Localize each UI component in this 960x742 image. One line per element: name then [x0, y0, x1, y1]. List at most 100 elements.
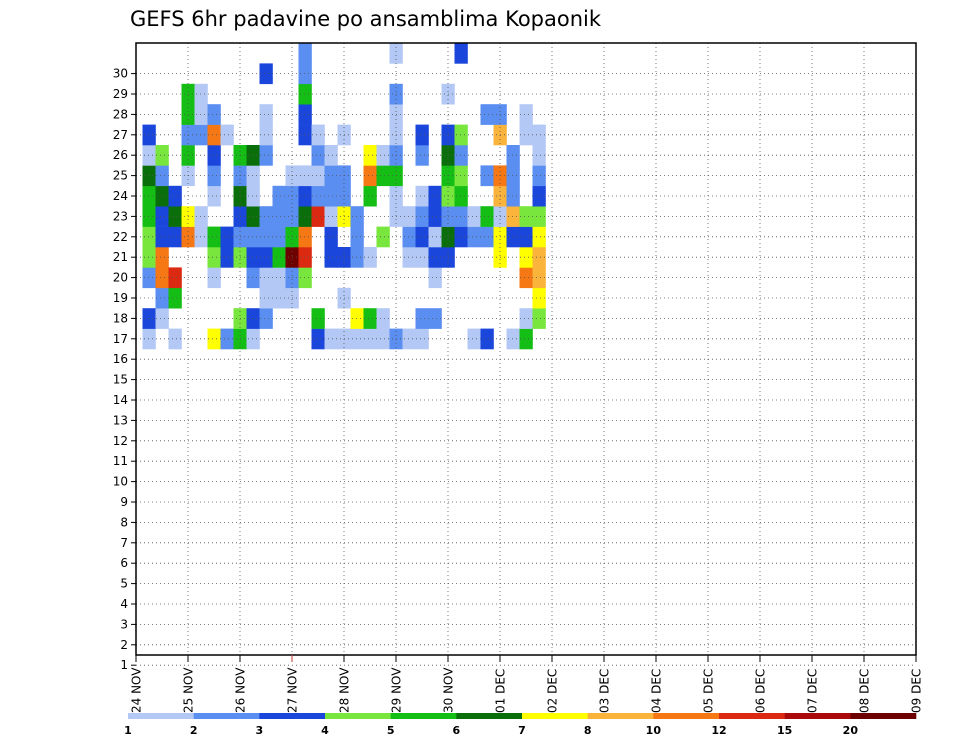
precip-cell — [298, 104, 312, 125]
precip-cell — [363, 308, 377, 329]
y-tick-label: 24 — [113, 189, 128, 203]
precip-cell — [246, 308, 260, 329]
precip-cell — [155, 165, 169, 187]
chart-title: GEFS 6hr padavine po ansamblima Kopaonik — [130, 7, 602, 31]
precip-cell — [142, 165, 156, 187]
precip-cell — [428, 226, 442, 248]
y-tick-label: 10 — [113, 475, 128, 489]
legend-swatch — [259, 713, 326, 719]
precip-cell — [194, 124, 208, 146]
precip-cell — [363, 247, 377, 268]
precip-cell — [402, 328, 416, 350]
precip-cell — [415, 308, 429, 329]
legend-label: 20 — [843, 724, 859, 737]
precip-cell — [480, 104, 494, 125]
precip-cell — [350, 247, 364, 268]
precip-cell — [532, 247, 546, 268]
precip-cell — [220, 247, 234, 268]
precip-cell — [298, 267, 312, 289]
precip-cell — [246, 328, 260, 350]
precip-cell — [311, 308, 325, 329]
precip-cell — [259, 145, 273, 166]
precip-cell — [324, 247, 338, 268]
precip-cell — [324, 206, 338, 227]
precip-cell — [155, 287, 169, 309]
precip-cell — [415, 206, 429, 227]
precip-cell — [142, 247, 156, 268]
precip-cell — [207, 226, 221, 248]
precip-cell — [506, 165, 520, 187]
x-tick-label: 06 DEC — [754, 669, 768, 713]
precip-cell — [220, 226, 234, 248]
precip-cell — [168, 287, 182, 309]
color-legend: 1 2 3 4 5 6 7 8 10 12 15 20 — [124, 713, 917, 737]
precip-cell — [350, 328, 364, 350]
precip-cell — [311, 165, 325, 187]
precip-cell — [454, 124, 468, 146]
precip-cell — [402, 226, 416, 248]
precip-cell — [246, 165, 260, 187]
precip-cell — [142, 185, 156, 207]
y-tick-label: 14 — [113, 393, 128, 407]
legend-swatch — [456, 713, 523, 719]
precip-cell — [350, 206, 364, 227]
precip-cell — [155, 226, 169, 248]
precip-cell — [246, 145, 260, 166]
precip-cell — [259, 124, 273, 146]
precip-cell — [519, 104, 533, 125]
legend-swatch — [850, 713, 917, 719]
x-tick-label: 03 DEC — [598, 669, 612, 713]
precip-cell — [246, 206, 260, 227]
precip-cell — [194, 83, 208, 105]
precip-cell — [298, 185, 312, 207]
precip-cell — [298, 165, 312, 187]
precip-cell — [376, 165, 390, 187]
precip-cell — [298, 226, 312, 248]
plot-frame — [135, 42, 917, 656]
precip-cell — [311, 206, 325, 227]
precip-cell — [532, 124, 546, 146]
precip-cell — [142, 267, 156, 289]
x-tick-label: 04 DEC — [650, 669, 664, 713]
precip-cell — [259, 226, 273, 248]
precip-cell — [168, 226, 182, 248]
precip-cell — [415, 124, 429, 146]
legend-swatch — [653, 713, 720, 719]
y-tick-label: 23 — [113, 209, 128, 223]
precip-cell — [259, 287, 273, 309]
precip-cell — [246, 185, 260, 207]
x-tick-label: 08 DEC — [858, 669, 872, 713]
x-tick-label: 01 DEC — [494, 669, 508, 713]
precip-cell — [142, 308, 156, 329]
y-tick-label: 2 — [120, 638, 128, 652]
precip-cell — [519, 267, 533, 289]
y-tick-label: 13 — [113, 413, 128, 427]
precip-cell — [376, 328, 390, 350]
legend-swatch — [128, 713, 194, 719]
legend-label: 2 — [190, 724, 198, 737]
precip-cell — [142, 328, 156, 350]
precip-cell — [428, 247, 442, 268]
precip-cell — [415, 226, 429, 248]
precip-cell — [272, 185, 286, 207]
y-tick-label: 20 — [113, 271, 128, 285]
precip-cell — [402, 206, 416, 227]
precip-cell — [246, 247, 260, 268]
precip-cell — [311, 145, 325, 166]
precip-cell — [207, 328, 221, 350]
legend-swatch — [587, 713, 654, 719]
precip-cell — [532, 165, 546, 187]
precip-cell — [454, 43, 468, 64]
y-tick-label: 7 — [120, 536, 128, 550]
precip-cell — [311, 328, 325, 350]
precip-cell — [246, 267, 260, 289]
precip-cell — [272, 287, 286, 309]
precip-cell — [532, 287, 546, 309]
x-tick-label: 25 NOV — [182, 667, 196, 713]
precip-cell — [480, 328, 494, 350]
precip-cell — [532, 145, 546, 166]
x-tick-label: 07 DEC — [806, 669, 820, 713]
precip-cell — [363, 145, 377, 166]
precip-cell — [298, 124, 312, 146]
